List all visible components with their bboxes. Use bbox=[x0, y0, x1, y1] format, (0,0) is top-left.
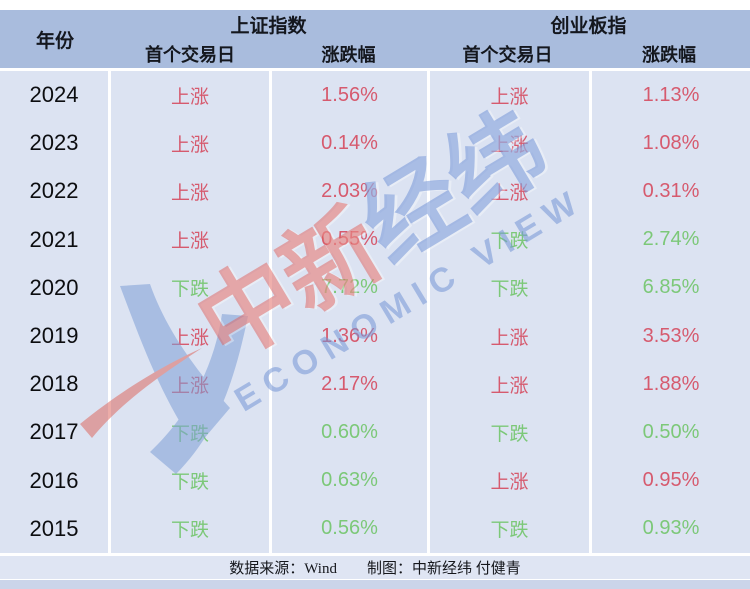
chinext-direction-cell: 上涨 bbox=[430, 312, 589, 361]
chinext-direction-cell: 上涨 bbox=[430, 456, 589, 505]
bottom-strip bbox=[0, 580, 750, 589]
sse-change-cell: 1.56% bbox=[272, 71, 427, 120]
sse-direction-cell: 上涨 bbox=[111, 312, 269, 361]
sse-direction-cell: 上涨 bbox=[111, 360, 269, 409]
chart-credit-label: 制图：中新经纬 付健青 bbox=[366, 561, 521, 577]
chinext-direction-cell: 上涨 bbox=[430, 71, 589, 120]
sse-change-cell: 0.55% bbox=[272, 215, 427, 264]
chinext-direction-cell: 上涨 bbox=[430, 119, 589, 168]
chinext-direction-cell: 下跌 bbox=[430, 408, 589, 457]
year-cell: 2015 bbox=[0, 504, 108, 553]
data-source-label: 数据来源：Wind bbox=[229, 561, 337, 577]
header-chinext-first-day: 首个交易日 bbox=[462, 44, 553, 65]
sse-direction-cell: 下跌 bbox=[111, 408, 269, 457]
sse-change-cell: 1.36% bbox=[272, 312, 427, 361]
header-group-chinext: 创业板指 bbox=[550, 16, 627, 37]
sse-change-cell: 7.72% bbox=[272, 263, 427, 312]
chinext-change-cell: 0.93% bbox=[592, 504, 750, 553]
footer-credits: 数据来源：Wind 制图：中新经纬 付健青 bbox=[0, 556, 750, 579]
header-year: 年份 bbox=[35, 30, 74, 52]
chinext-change-cell: 0.95% bbox=[592, 456, 750, 505]
year-cell: 2016 bbox=[0, 456, 108, 505]
year-cell: 2019 bbox=[0, 312, 108, 361]
sse-direction-cell: 上涨 bbox=[111, 119, 269, 168]
table-body: 2024 上涨 1.56% 上涨 1.13% 2023 上涨 0.14% 上涨 … bbox=[0, 71, 750, 553]
header-group-sse: 上证指数 bbox=[230, 16, 307, 37]
year-cell: 2021 bbox=[0, 215, 108, 264]
year-cell: 2018 bbox=[0, 360, 108, 409]
year-cell: 2024 bbox=[0, 71, 108, 120]
header-chinext-change: 涨跌幅 bbox=[642, 44, 696, 65]
chinext-change-cell: 3.53% bbox=[592, 312, 750, 361]
table-header: 年份 上证指数 创业板指 首个交易日 涨跌幅 首个交易日 涨跌幅 bbox=[0, 10, 750, 68]
chinext-change-cell: 6.85% bbox=[592, 263, 750, 312]
chinext-direction-cell: 上涨 bbox=[430, 360, 589, 409]
year-cell: 2017 bbox=[0, 408, 108, 457]
sse-change-cell: 0.56% bbox=[272, 504, 427, 553]
sse-change-cell: 0.60% bbox=[272, 408, 427, 457]
chinext-change-cell: 0.31% bbox=[592, 167, 750, 216]
chinext-change-cell: 1.13% bbox=[592, 71, 750, 120]
header-sse-change: 涨跌幅 bbox=[321, 44, 376, 65]
chinext-change-cell: 0.50% bbox=[592, 408, 750, 457]
sse-direction-cell: 上涨 bbox=[111, 215, 269, 264]
sse-change-cell: 0.63% bbox=[272, 456, 427, 505]
year-cell: 2020 bbox=[0, 263, 108, 312]
sse-direction-cell: 下跌 bbox=[111, 456, 269, 505]
chinext-change-cell: 1.88% bbox=[592, 360, 750, 409]
sse-change-cell: 2.17% bbox=[272, 360, 427, 409]
year-cell: 2022 bbox=[0, 167, 108, 216]
sse-change-cell: 2.03% bbox=[272, 167, 427, 216]
header-sse-first-day: 首个交易日 bbox=[145, 44, 235, 65]
sse-change-cell: 0.14% bbox=[272, 119, 427, 168]
sse-direction-cell: 上涨 bbox=[111, 71, 269, 120]
year-cell: 2023 bbox=[0, 119, 108, 168]
chinext-direction-cell: 上涨 bbox=[430, 167, 589, 216]
sse-direction-cell: 上涨 bbox=[111, 167, 269, 216]
sse-direction-cell: 下跌 bbox=[111, 504, 269, 553]
chinext-direction-cell: 下跌 bbox=[430, 263, 589, 312]
chinext-change-cell: 2.74% bbox=[592, 215, 750, 264]
chinext-change-cell: 1.08% bbox=[592, 119, 750, 168]
chinext-direction-cell: 下跌 bbox=[430, 504, 589, 553]
sse-direction-cell: 下跌 bbox=[111, 263, 269, 312]
chinext-direction-cell: 下跌 bbox=[430, 215, 589, 264]
